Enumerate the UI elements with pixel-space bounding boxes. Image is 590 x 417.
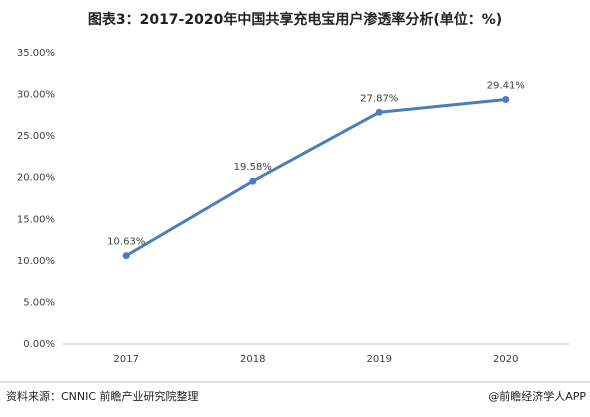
chart-title: 图表3：2017-2020年中国共享充电宝用户渗透率分析(单位：%) [88,11,502,28]
y-tick-label: 35.00% [17,48,55,59]
data-label: 19.58% [234,162,272,173]
source: 资料来源：CNNIC 前瞻产业研究院整理 [6,389,199,403]
data-label: 10.63% [107,237,145,248]
line [125,97,506,257]
point [249,177,257,185]
y-tick-label: 15.00% [17,214,55,225]
data-label: 27.87% [360,93,398,104]
y-tick-label: 10.00% [17,256,55,267]
credit: @前瞻经济学人APP [488,389,586,403]
x-tick-label: 2019 [367,354,392,365]
data-label: 29.41% [487,80,525,91]
y-tick-label: 20.00% [17,173,55,184]
y-tick-label: 5.00% [23,297,55,308]
y-tick-label: 0.00% [23,339,55,350]
point [375,108,383,116]
y-tick-label: 30.00% [17,90,55,101]
x-tick-label: 2018 [240,354,265,365]
y-tick-label: 25.00% [17,131,55,142]
point [502,95,510,103]
x-tick-label: 2017 [114,354,139,365]
point [122,252,130,260]
x-tick-label: 2020 [493,354,518,365]
